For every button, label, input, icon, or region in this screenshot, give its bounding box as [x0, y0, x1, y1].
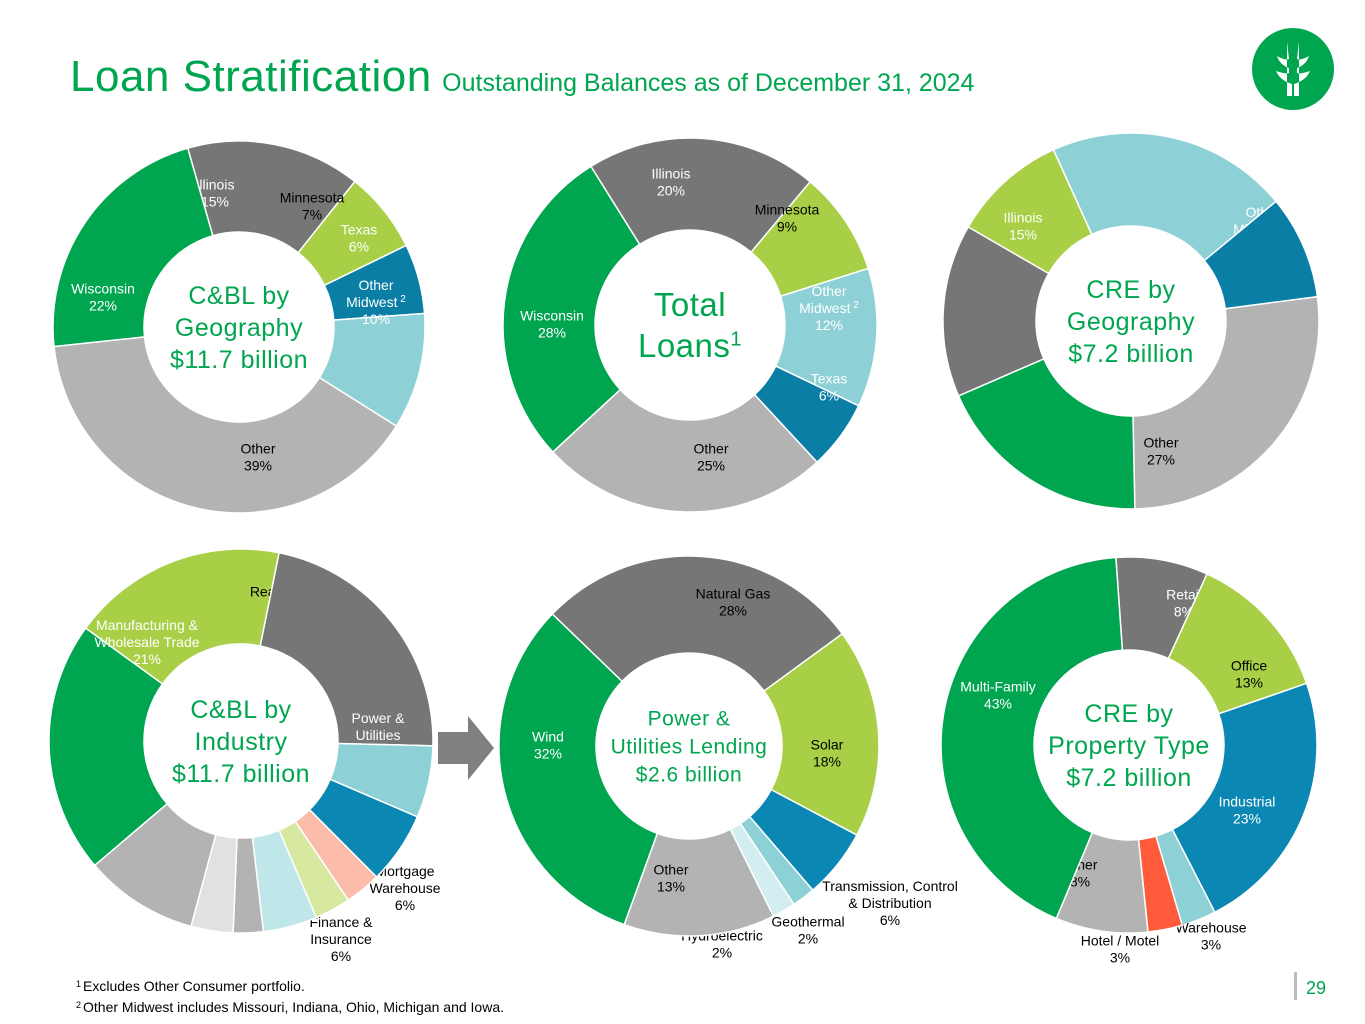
title-subtitle: Outstanding Balances as of December 31, … [442, 69, 975, 97]
slice-label-hotel-motel: Hotel / Motel 3% [1081, 933, 1160, 966]
footnotes: 1 Excludes Other Consumer portfolio. 2 Oth… [76, 975, 504, 1017]
slice-label-wisconsin: Wisconsin 22% [71, 281, 135, 314]
slice-label-minnesota: Minnesota 7% [280, 190, 345, 223]
tree-logo-icon [1252, 28, 1334, 110]
donut-chart-4: Real Estate18%Power &Utilities22%Mortgag… [48, 548, 441, 964]
slice-industrial [1171, 682, 1318, 914]
slice-other [1132, 295, 1320, 510]
slice-label-wisconsin: Wisconsin 28% [520, 308, 584, 341]
chart-center-title-3: CRE by Geography $7.2 billion [1067, 276, 1195, 368]
right-arrow-icon [438, 716, 494, 780]
slice-label-transmission-control-distribution: Transmission, Control & Distribution 6% [822, 878, 958, 928]
slice-label-finance-insurance: Finance & Insurance 6% [309, 914, 373, 964]
chart-center-title-6: CRE by Property Type $7.2 billion [1048, 700, 1210, 792]
footnote-1: 1 Excludes Other Consumer portfolio. [76, 978, 305, 994]
slice-wisconsin [502, 165, 641, 454]
slice-other [53, 336, 398, 514]
slice-label-office: Office 13% [1231, 658, 1268, 691]
footnote-2: 2 Other Midwest includes Missouri, Indian… [76, 999, 504, 1015]
chart-center-title-5: Power & Utilities Lending $2.6 billion [611, 707, 768, 786]
slice-label-wind: Wind 32% [532, 729, 564, 762]
slice-label-manufacturing-wholesale-trade: Manufacturing & Wholesale Trade 21% [94, 617, 199, 667]
slice-label-other: Other 25% [693, 441, 728, 474]
slice-label-warehouse: Warehouse 3% [1175, 920, 1246, 953]
slice-other-midwest [1052, 132, 1278, 262]
slice-power-utilities [259, 551, 434, 747]
slice-real-estate [84, 548, 281, 686]
slice-label-illinois: Illinois 20% [652, 166, 691, 199]
slice-label-other: Other 13% [653, 862, 688, 895]
title-main: Loan Stratification [70, 52, 432, 101]
slice-label-multi-family: Multi-Family 43% [960, 679, 1035, 712]
slice-manufacturing-wholesale-trade [48, 627, 169, 867]
page-divider [1294, 972, 1297, 1000]
slice-label-other: Other 39% [240, 441, 275, 474]
slice-natural-gas [551, 555, 844, 693]
chart-center-title-2: Total Loans1 [638, 286, 742, 364]
donut-chart-2: Illinois 20% Minnesota 9% Other Midwest 2 12% T… [502, 137, 878, 513]
slice-label-geothermal: Geothermal 2% [771, 914, 844, 947]
slice-multi-family [940, 556, 1124, 920]
slice-label-illinois: Illinois 15% [1004, 210, 1043, 243]
slice-label-other-midwest: Other Midwest 2 10% [346, 277, 406, 327]
slice-label-minnesota: Minnesota 9% [755, 202, 820, 235]
slice-label-natural-gas: Natural Gas 28% [696, 586, 771, 619]
page-title: Loan Stratification Outstanding Balances… [70, 52, 974, 102]
donut-chart-1: Illinois 15% Minnesota 7%Texas 6% Other Midwes… [52, 140, 426, 514]
slice-label-texas: Texas 6% [811, 371, 848, 404]
slice-label-other-midwest: Other Midwest 2 12% [799, 283, 859, 333]
slice-solar [763, 632, 880, 837]
slice-label-mortgage-warehouse: Mortgage Warehouse 6% [369, 863, 440, 913]
slice-illinois [589, 137, 812, 254]
slice-label-texas: Texas 6% [341, 222, 378, 255]
slice-wisconsin [52, 147, 214, 348]
page-number: 29 [1306, 978, 1327, 998]
slice-wind [498, 612, 659, 926]
chart-center-title-1: C&BL by Geography $11.7 billion [170, 282, 308, 374]
slice-other [551, 388, 819, 513]
slice-label-illinois: Illinois 15% [196, 177, 235, 210]
chart-center-title-4: C&BL by Industry $11.7 billion [172, 696, 310, 788]
slice-wisconsin [957, 357, 1136, 510]
slice-label-industrial: Industrial 23% [1219, 794, 1276, 827]
slice-label-solar: Solar 18% [811, 737, 844, 770]
slice-illinois [942, 225, 1050, 397]
donut-chart-5: Natural Gas 28% Solar 18% Transmission, Cont… [498, 555, 958, 961]
donut-chart-6: Retail 8%Office 13%Industrial 23%Warehouse 3… [940, 556, 1318, 966]
slice-label-other: Other 27% [1143, 435, 1178, 468]
